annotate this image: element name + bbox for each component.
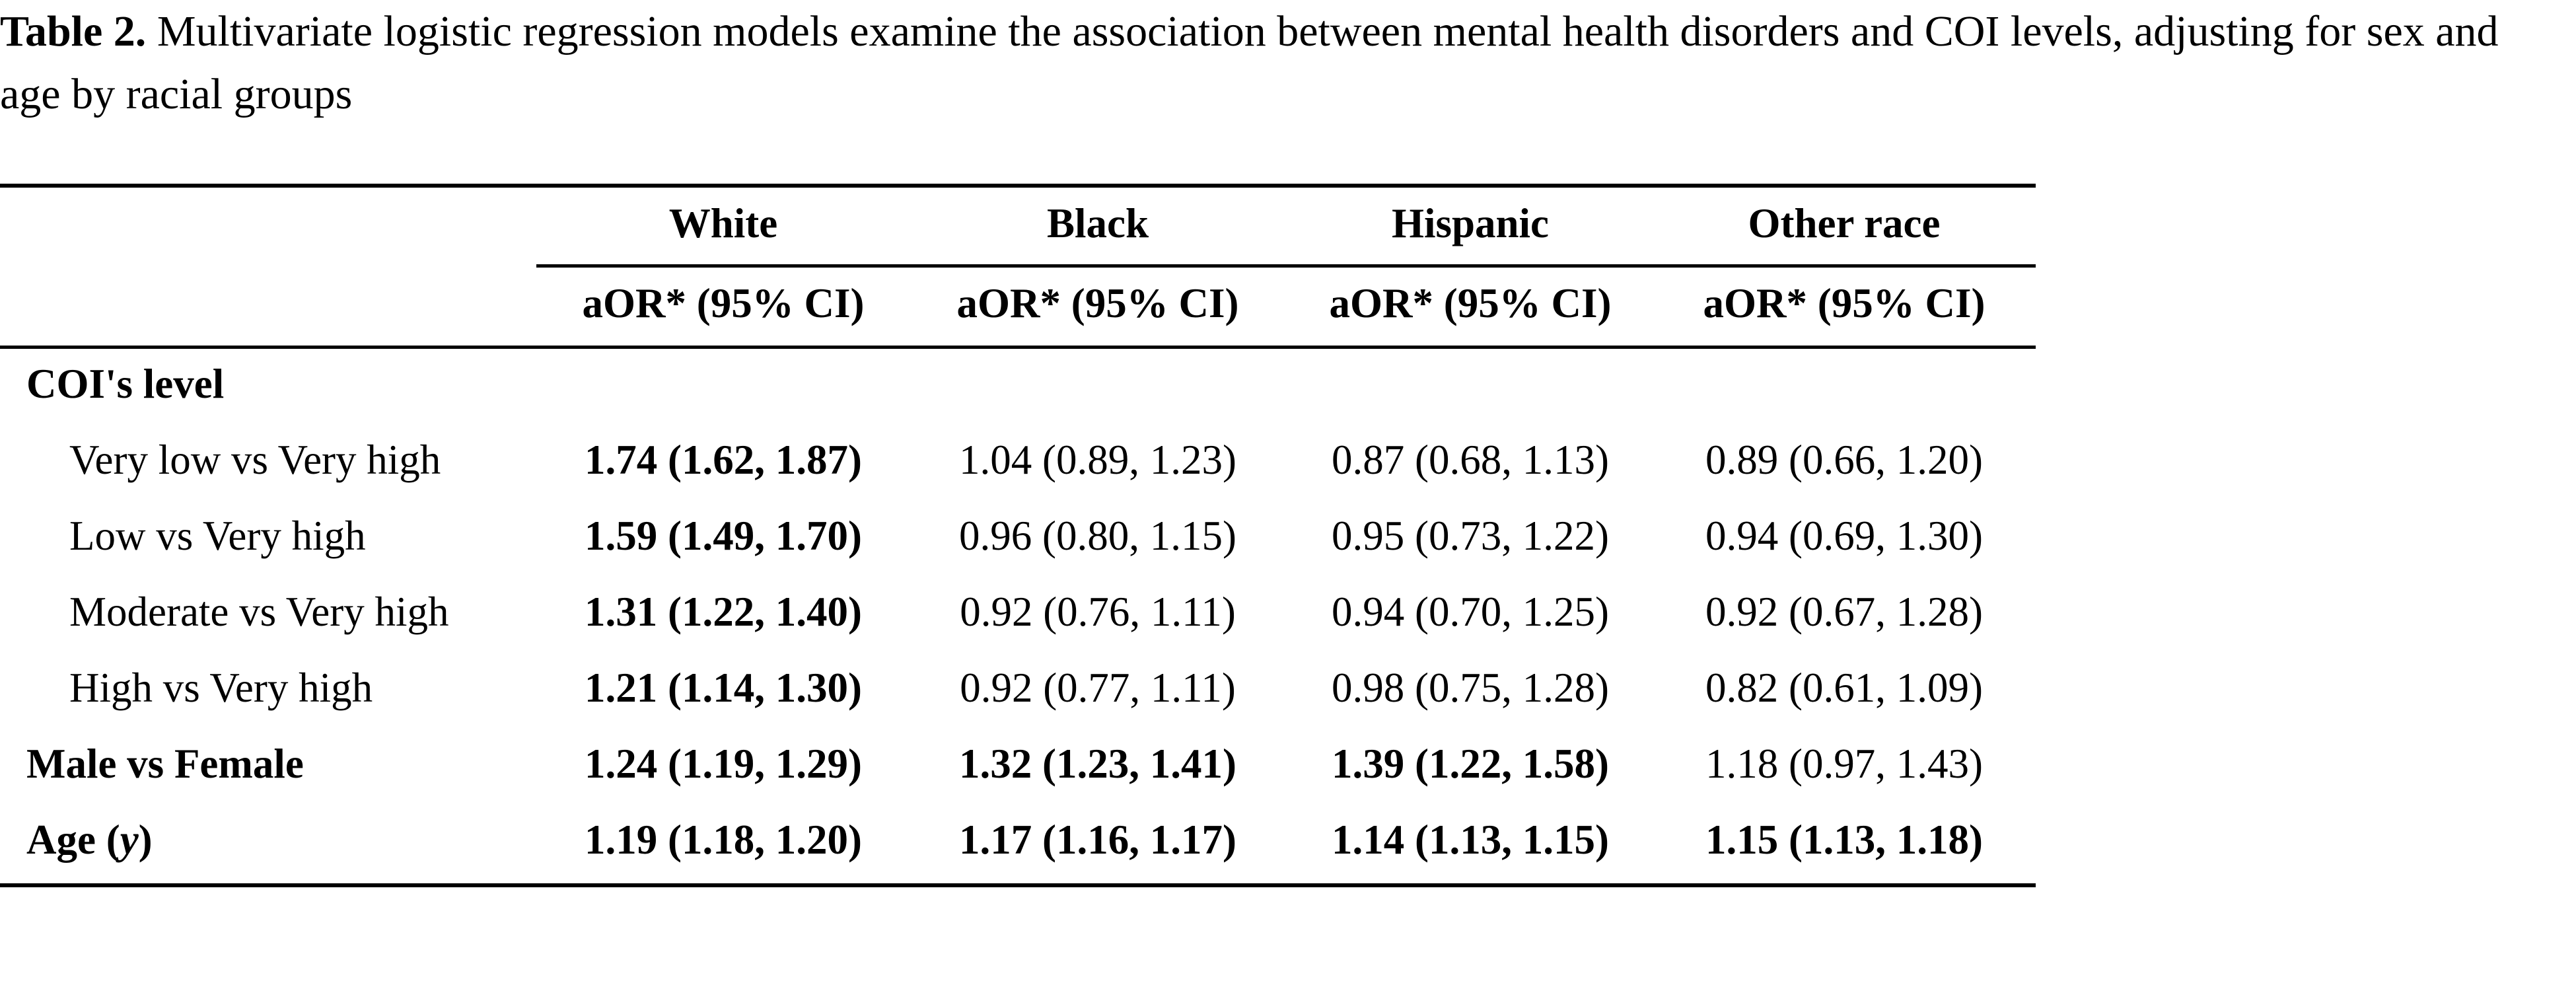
column-header-other-race: Other race (1748, 200, 1941, 246)
table-cell: 0.95 (0.73, 1.22) (1332, 513, 1609, 559)
header-divider-rule (536, 264, 2036, 268)
column-subheader: aOR* (95% CI) (582, 280, 865, 326)
table-top-rule (0, 184, 2036, 188)
table-cell: 1.21 (1.14, 1.30) (585, 665, 862, 711)
table-cell: 1.19 (1.18, 1.20) (585, 817, 862, 863)
caption-text: Multivariate logistic regression models … (0, 7, 2499, 118)
table-cell: 1.17 (1.16, 1.17) (959, 817, 1236, 863)
table-cell: 0.89 (0.66, 1.20) (1705, 437, 1983, 483)
table-cell: 0.82 (0.61, 1.09) (1705, 665, 1983, 711)
row-label: Moderate vs Very high (69, 589, 449, 635)
table-cell: 1.15 (1.13, 1.18) (1705, 817, 1983, 863)
table-cell: 1.39 (1.22, 1.58) (1332, 741, 1609, 787)
table-cell: 0.87 (0.68, 1.13) (1332, 437, 1609, 483)
row-label-age-close: ) (138, 817, 153, 863)
table-bottom-rule (0, 883, 2036, 887)
row-label: Very low vs Very high (69, 437, 441, 483)
table-cell: 1.31 (1.22, 1.40) (585, 589, 862, 635)
table-cell: 0.96 (0.80, 1.15) (959, 513, 1236, 559)
table-cell: 1.32 (1.23, 1.41) (959, 741, 1236, 787)
table-cell: 0.98 (0.75, 1.28) (1332, 665, 1609, 711)
row-label-age-variable: y (120, 817, 139, 863)
row-label: Male vs Female (26, 741, 304, 787)
row-label-age-text: Age ( (26, 817, 120, 863)
row-label: High vs Very high (69, 665, 373, 711)
table-cell: 1.18 (0.97, 1.43) (1705, 741, 1983, 787)
header-bottom-rule (0, 346, 2036, 349)
section-label-coi-level: COI's level (26, 361, 225, 407)
table-cell: 1.74 (1.62, 1.87) (585, 437, 862, 483)
column-header-white: White (668, 200, 778, 246)
table-cell: 0.94 (0.70, 1.25) (1332, 589, 1609, 635)
column-header-hispanic: Hispanic (1391, 200, 1550, 246)
table-cell: 1.14 (1.13, 1.15) (1332, 817, 1609, 863)
row-label: Low vs Very high (69, 513, 366, 559)
table-cell: 1.24 (1.19, 1.29) (585, 741, 862, 787)
column-subheader: aOR* (95% CI) (1703, 280, 1986, 326)
table-cell: 1.59 (1.49, 1.70) (585, 513, 862, 559)
table-cell: 0.94 (0.69, 1.30) (1705, 513, 1983, 559)
table-cell: 1.04 (0.89, 1.23) (959, 437, 1236, 483)
row-label-age: Age (y) (26, 816, 153, 864)
caption-label: Table 2. (0, 7, 147, 55)
table-caption: Table 2. Multivariate logistic regressio… (0, 0, 2563, 126)
table-cell: 0.92 (0.77, 1.11) (960, 665, 1236, 711)
column-header-black: Black (1046, 200, 1149, 246)
table-cell: 0.92 (0.67, 1.28) (1705, 589, 1983, 635)
table-cell: 0.92 (0.76, 1.11) (960, 589, 1236, 635)
column-subheader: aOR* (95% CI) (1329, 280, 1612, 326)
column-subheader: aOR* (95% CI) (956, 280, 1239, 326)
